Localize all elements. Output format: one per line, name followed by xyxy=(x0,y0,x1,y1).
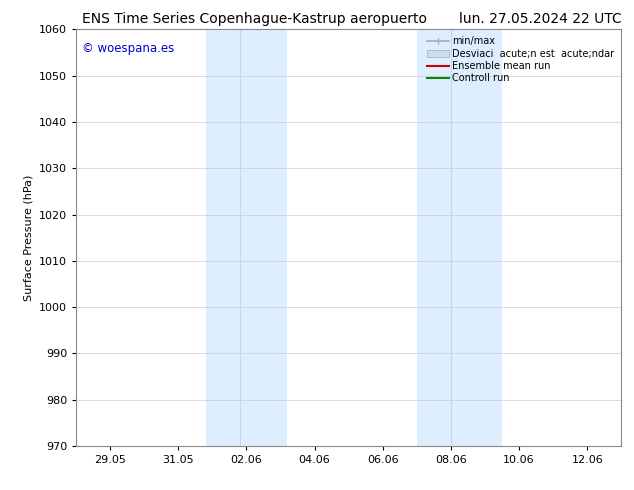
Bar xyxy=(205,29,287,446)
Text: ENS Time Series Copenhague-Kastrup aeropuerto: ENS Time Series Copenhague-Kastrup aerop… xyxy=(82,12,427,26)
Text: lun. 27.05.2024 22 UTC: lun. 27.05.2024 22 UTC xyxy=(458,12,621,26)
Text: © woespana.es: © woespana.es xyxy=(82,42,174,55)
Bar xyxy=(417,29,502,446)
Legend: min/max, Desviaci  acute;n est  acute;ndar, Ensemble mean run, Controll run: min/max, Desviaci acute;n est acute;ndar… xyxy=(424,32,618,87)
Y-axis label: Surface Pressure (hPa): Surface Pressure (hPa) xyxy=(23,174,34,301)
